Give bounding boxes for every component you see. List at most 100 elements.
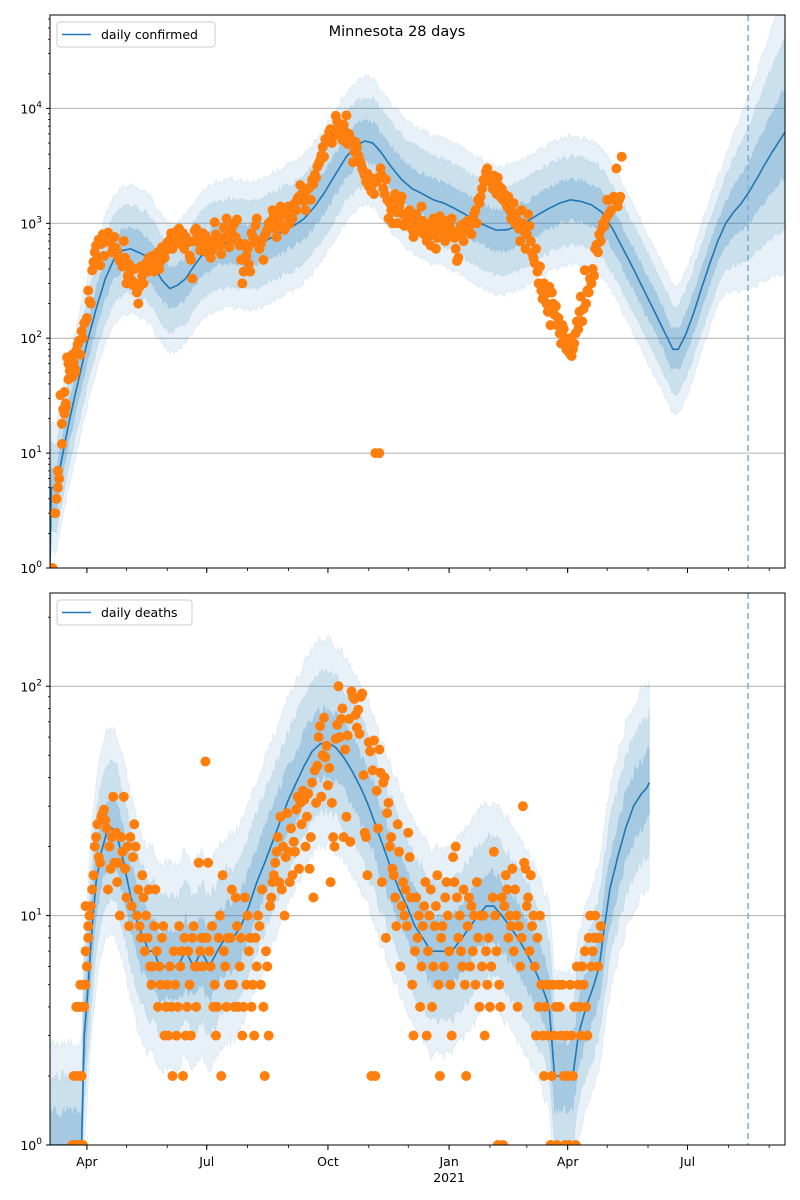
y-tick-label: 100	[20, 1137, 42, 1153]
observed-point	[146, 979, 157, 990]
x-tick-label: Apr	[76, 1154, 98, 1169]
observed-point	[590, 910, 601, 921]
observed-point	[265, 901, 275, 912]
observed-point	[463, 892, 474, 903]
observed-point	[513, 921, 524, 932]
observed-point	[429, 921, 440, 932]
observed-point	[154, 961, 165, 972]
observed-point	[114, 910, 125, 921]
observed-point	[89, 841, 100, 852]
observed-point	[569, 338, 580, 349]
observed-point	[188, 921, 199, 932]
observed-point	[187, 932, 198, 943]
observed-point	[212, 1001, 223, 1012]
observed-point	[242, 243, 253, 254]
observed-point	[171, 1030, 182, 1041]
observed-point	[433, 979, 444, 990]
x-tick-label: Apr	[557, 1154, 579, 1169]
observed-point	[83, 285, 94, 296]
observed-point	[384, 841, 395, 852]
observed-point	[452, 892, 462, 903]
observed-point	[95, 260, 106, 271]
observed-point	[529, 961, 540, 972]
observed-point	[257, 884, 268, 895]
observed-point	[246, 1001, 257, 1012]
x-tick-label: Jan	[438, 1154, 458, 1169]
observed-point	[444, 946, 455, 957]
observed-point	[527, 921, 538, 932]
observed-point	[371, 785, 382, 796]
observed-point	[334, 732, 345, 743]
observed-point	[296, 819, 307, 830]
observed-point	[523, 209, 534, 220]
observed-point	[305, 194, 316, 205]
observed-point	[88, 870, 99, 881]
observed-point	[51, 493, 62, 504]
observed-point	[566, 1030, 577, 1041]
observed-point	[151, 946, 162, 957]
model-line	[50, 131, 785, 568]
plot-area	[50, 593, 785, 1145]
observed-point	[159, 252, 170, 263]
y-tick-label: 102	[20, 678, 42, 694]
observed-point	[524, 220, 535, 231]
observed-point	[440, 892, 451, 903]
observed-point	[516, 932, 527, 943]
observed-point	[498, 1140, 509, 1145]
observed-point	[616, 151, 627, 162]
observed-point	[191, 1001, 202, 1012]
observed-point	[157, 932, 167, 943]
observed-point	[131, 910, 142, 921]
observed-point	[249, 1030, 260, 1041]
observed-point	[237, 1030, 248, 1041]
observed-point	[224, 242, 235, 253]
x-tick-label: Jul	[198, 1154, 214, 1169]
observed-point	[113, 857, 124, 868]
observed-point	[535, 910, 545, 921]
observed-point	[467, 946, 478, 957]
uncertainty-band-95pct	[50, 15, 785, 568]
y-tick-base: 10	[20, 446, 36, 461]
observed-point	[258, 254, 269, 265]
y-tick-exponent: 1	[36, 908, 42, 918]
observed-point	[234, 961, 245, 972]
observed-point	[423, 946, 433, 957]
observed-point	[420, 877, 431, 888]
y-tick-label: 101	[20, 445, 42, 461]
y-tick-exponent: 0	[36, 560, 42, 570]
observed-point	[532, 932, 543, 943]
legend: daily confirmed	[56, 21, 216, 48]
observed-point	[255, 979, 266, 990]
observed-point	[221, 1001, 232, 1012]
observed-point	[595, 236, 606, 247]
observed-point	[81, 961, 92, 972]
observed-point	[87, 265, 98, 276]
observed-point	[213, 932, 224, 943]
observed-point	[370, 1071, 381, 1081]
observed-point	[126, 901, 137, 912]
legend-label: daily deaths	[101, 605, 178, 620]
observed-point	[125, 832, 136, 843]
x-tick-label: Oct	[317, 1154, 339, 1169]
observed-point	[99, 250, 109, 261]
observed-point	[179, 932, 190, 943]
observed-point	[454, 910, 465, 921]
observed-point	[386, 832, 397, 843]
observed-point	[216, 1071, 227, 1081]
observed-point	[52, 465, 63, 476]
y-tick-exponent: 2	[36, 678, 42, 688]
observed-point	[361, 832, 372, 843]
plot-area	[50, 15, 785, 568]
observed-point	[77, 1140, 88, 1145]
observed-point	[261, 946, 271, 957]
observed-point	[515, 961, 526, 972]
observed-point	[417, 921, 428, 932]
observed-point	[515, 236, 526, 247]
observed-point	[448, 852, 459, 863]
observed-point	[399, 910, 410, 921]
observed-point	[391, 921, 402, 932]
observed-point	[477, 961, 487, 972]
observed-point	[85, 901, 96, 912]
